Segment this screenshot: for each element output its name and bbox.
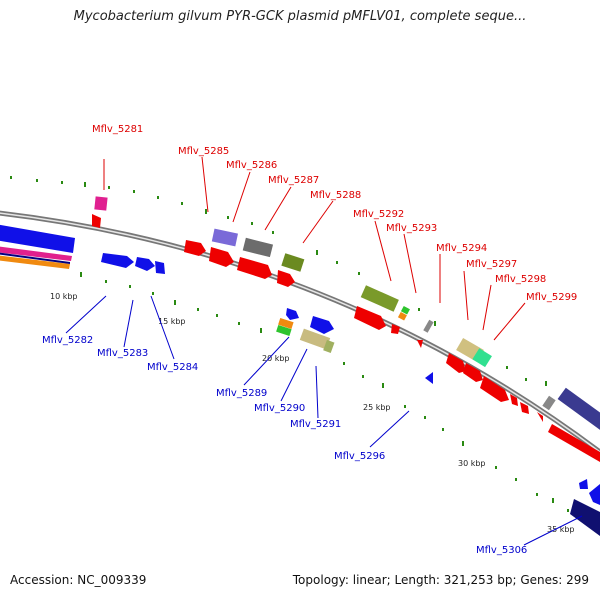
gene-label-Mflv_5294[interactable]: Mflv_5294 <box>436 243 487 254</box>
gene-label-Mflv_5293[interactable]: Mflv_5293 <box>386 223 437 234</box>
gene-Mflv_5290-arrow[interactable] <box>310 316 334 334</box>
gene-Mflv_5299-arrow-b[interactable] <box>463 363 483 382</box>
tick-label-30kbp: 30 kbp <box>458 459 486 468</box>
gene-label-Mflv_5286[interactable]: Mflv_5286 <box>226 160 277 171</box>
gene-Mflv_5287-arrow[interactable] <box>237 257 272 279</box>
forward-gene-small-1[interactable] <box>510 394 518 406</box>
backbone <box>0 210 600 455</box>
map-title: Mycobacterium gilvum PYR-GCK plasmid pMF… <box>73 9 527 24</box>
forward-gene-purple[interactable] <box>557 387 600 435</box>
gene-Mflv_5306-arrow-a[interactable] <box>589 484 600 505</box>
tick-label-15kbp: 15 kbp <box>158 317 186 326</box>
gene-label-Mflv_5284[interactable]: Mflv_5284 <box>147 362 198 373</box>
gene-label-Mflv_5281[interactable]: Mflv_5281 <box>92 124 143 135</box>
gene-Mflv_5289-cds-green[interactable] <box>276 324 292 336</box>
reverse-gene-long-pink[interactable] <box>0 246 72 261</box>
gene-label-Mflv_5299[interactable]: Mflv_5299 <box>526 292 577 303</box>
gene-label-Mflv_5296[interactable]: Mflv_5296 <box>334 451 385 462</box>
gene-Mflv_5293-cds-orange[interactable] <box>397 311 407 321</box>
gene-label-Mflv_5306[interactable]: Mflv_5306 <box>476 545 527 556</box>
gene-label-Mflv_5292[interactable]: Mflv_5292 <box>353 209 404 220</box>
topology-summary: Topology: linear; Length: 321,253 bp; Ge… <box>292 573 589 587</box>
gene-label-Mflv_5298[interactable]: Mflv_5298 <box>495 274 546 285</box>
gene-Mflv_5293-arrow[interactable] <box>391 324 400 334</box>
gene-Mflv_5281-cds[interactable] <box>94 196 108 211</box>
gene-label-Mflv_5289[interactable]: Mflv_5289 <box>216 388 267 399</box>
reverse-gene-long-navy[interactable] <box>0 252 70 264</box>
gene-Mflv_5282-arrow[interactable] <box>101 253 134 268</box>
gene-label-Mflv_5291[interactable]: Mflv_5291 <box>290 419 341 430</box>
outer-tick-ring <box>10 176 562 399</box>
gene-Mflv_5291-cds[interactable] <box>299 328 331 350</box>
gene-Mflv_5285-cds[interactable] <box>211 228 238 247</box>
gene-Mflv_5293-cds-green[interactable] <box>400 305 410 315</box>
tick-label-20kbp: 20 kbp <box>262 354 290 363</box>
gene-Mflv_5287-cds[interactable] <box>281 253 305 272</box>
tick-label-25kbp: 25 kbp <box>363 403 391 412</box>
gene-Mflv_5306-arrow-b[interactable] <box>570 499 600 536</box>
gene-Mflv_5299-arrow-c[interactable] <box>480 376 509 402</box>
gene-Mflv_5294-arrow[interactable] <box>417 340 423 348</box>
gene-Mflv_5291-cds-small[interactable] <box>323 339 335 354</box>
gene-Mflv_5286-cds[interactable] <box>242 237 274 258</box>
gene-Mflv_5288-arrow[interactable] <box>277 270 295 287</box>
gene-label-Mflv_5287[interactable]: Mflv_5287 <box>268 175 319 186</box>
gene-label-Mflv_5282[interactable]: Mflv_5282 <box>42 335 93 346</box>
gene-Mflv_5285-arrow[interactable] <box>184 240 206 256</box>
gene-Mflv_5292-cds[interactable] <box>360 285 399 312</box>
reverse-gene-long[interactable] <box>0 224 75 253</box>
gene-label-Mflv_5297[interactable]: Mflv_5297 <box>466 259 517 270</box>
forward-gene-small-2[interactable] <box>520 402 529 414</box>
gene-Mflv_5284-arrow[interactable] <box>155 261 165 274</box>
tick-label-35kbp: 35 kbp <box>547 525 575 534</box>
gene-Mflv_5306-arrow-top[interactable] <box>579 479 588 489</box>
gene-Mflv_5292-arrow[interactable] <box>354 306 386 330</box>
gene-label-Mflv_5290[interactable]: Mflv_5290 <box>254 403 305 414</box>
reverse-callout-lines <box>65 295 583 546</box>
forward-callout-lines <box>103 156 526 341</box>
inner-tick-ring <box>58 264 569 512</box>
forward-gene-small-3[interactable] <box>537 412 543 422</box>
gene-Mflv_5294-cds[interactable] <box>423 319 434 333</box>
gene-label-Mflv_5285[interactable]: Mflv_5285 <box>178 146 229 157</box>
gene-Mflv_5283-arrow[interactable] <box>135 257 155 271</box>
gene-Mflv_5281-arrow[interactable] <box>92 214 101 228</box>
gene-Mflv_5286-arrow[interactable] <box>209 247 234 267</box>
gene-Mflv_5296-arrow[interactable] <box>425 372 433 384</box>
accession-label: Accession: NC_009339 <box>10 573 147 587</box>
gene-Mflv_5289-arrow[interactable] <box>286 308 299 320</box>
tick-label-10kbp: 10 kbp <box>50 292 78 301</box>
gene-label-Mflv_5288[interactable]: Mflv_5288 <box>310 190 361 201</box>
gene-Mflv_5299-arrow-a[interactable] <box>446 353 466 373</box>
forward-gene-large[interactable] <box>548 424 600 462</box>
forward-gene-grey[interactable] <box>542 395 556 411</box>
gene-Mflv_5298-cds[interactable] <box>472 348 492 368</box>
gene-label-Mflv_5283[interactable]: Mflv_5283 <box>97 348 148 359</box>
reverse-gene-long-orange[interactable] <box>0 255 70 269</box>
gene-Mflv_5289-cds-orange[interactable] <box>278 317 294 329</box>
